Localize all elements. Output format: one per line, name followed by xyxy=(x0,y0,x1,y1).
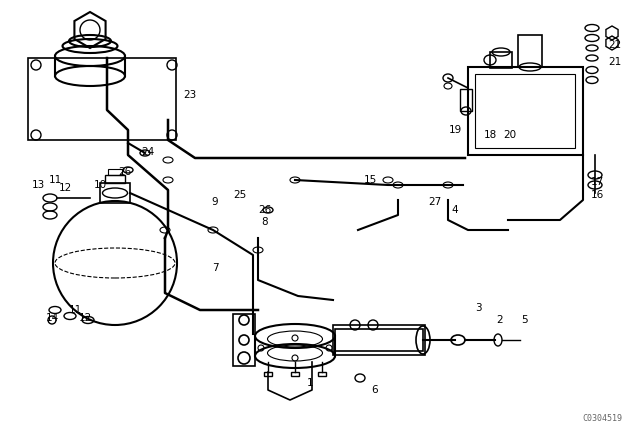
Text: 4: 4 xyxy=(452,205,458,215)
Text: 15: 15 xyxy=(364,175,376,185)
Text: 11: 11 xyxy=(68,305,82,315)
Text: 3: 3 xyxy=(475,303,481,313)
Text: 6: 6 xyxy=(372,385,378,395)
Text: 2: 2 xyxy=(497,315,503,325)
Bar xyxy=(291,372,299,376)
Text: 1: 1 xyxy=(307,378,314,388)
Text: 25: 25 xyxy=(234,190,246,200)
Text: 19: 19 xyxy=(449,125,461,135)
Text: 21: 21 xyxy=(609,57,621,67)
Bar xyxy=(28,58,176,140)
Bar xyxy=(233,314,255,366)
Text: 26: 26 xyxy=(118,167,132,177)
Text: 27: 27 xyxy=(428,197,442,207)
Text: 16: 16 xyxy=(590,190,604,200)
Bar xyxy=(264,372,272,376)
Text: 5: 5 xyxy=(522,315,528,325)
Text: 8: 8 xyxy=(262,217,268,227)
Bar xyxy=(333,325,425,355)
Bar xyxy=(105,175,125,183)
Text: 7: 7 xyxy=(212,263,218,273)
Text: 18: 18 xyxy=(483,130,497,140)
Bar xyxy=(100,183,130,203)
Text: 14: 14 xyxy=(45,313,59,323)
Bar xyxy=(335,329,423,351)
Bar xyxy=(518,35,542,67)
Bar xyxy=(475,74,575,148)
Bar xyxy=(490,52,512,68)
Bar xyxy=(108,169,122,175)
Text: 11: 11 xyxy=(49,175,61,185)
Text: 20: 20 xyxy=(504,130,516,140)
Text: 22: 22 xyxy=(609,40,621,50)
Bar xyxy=(468,67,583,155)
Text: 12: 12 xyxy=(58,183,72,193)
Text: 24: 24 xyxy=(141,147,155,157)
Text: 10: 10 xyxy=(93,180,107,190)
Text: C0304519: C0304519 xyxy=(582,414,622,423)
Text: 23: 23 xyxy=(184,90,196,100)
Text: 13: 13 xyxy=(31,180,45,190)
Text: 26: 26 xyxy=(259,205,271,215)
Text: 9: 9 xyxy=(212,197,218,207)
Text: 17: 17 xyxy=(590,177,604,187)
Text: 12: 12 xyxy=(78,313,92,323)
Bar xyxy=(318,372,326,376)
Bar xyxy=(460,89,472,111)
